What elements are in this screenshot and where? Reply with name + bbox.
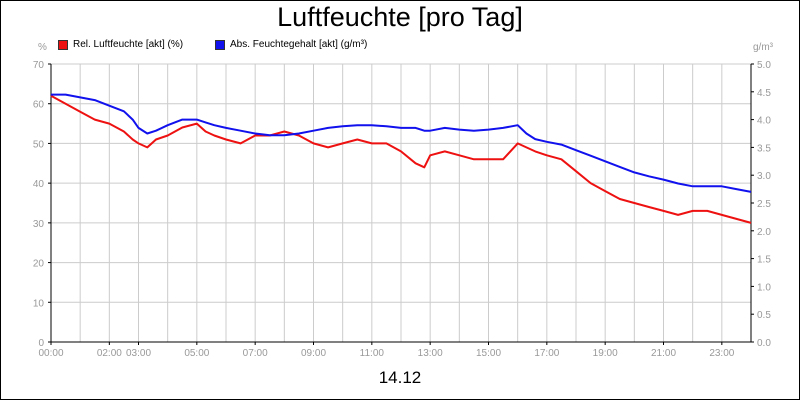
x-tick-label: 03:00 <box>126 348 151 359</box>
legend-label-abs-humidity: Abs. Feuchtegehalt [akt] (g/m³) <box>230 39 368 50</box>
x-tick-label: 05:00 <box>184 348 209 359</box>
x-tick-label: 07:00 <box>243 348 268 359</box>
y-left-tick-label: 70 <box>33 60 45 71</box>
legend-swatch-blue <box>215 39 225 50</box>
right-axis-unit: g/m³ <box>753 42 773 53</box>
y-right-tick-label: 0.5 <box>757 310 771 321</box>
y-left-tick-label: 10 <box>33 298 45 309</box>
y-right-tick-label: 5.0 <box>757 60 771 71</box>
x-tick-label: 17:00 <box>534 348 559 359</box>
x-tick-label: 23:00 <box>709 348 734 359</box>
y-left-tick-label: 30 <box>33 219 45 230</box>
series-line-abs-humidity <box>51 93 752 193</box>
x-tick-label: 00:00 <box>38 348 63 359</box>
y-right-tick-label: 1.0 <box>757 282 771 293</box>
y-right-tick-label: 2.5 <box>757 199 771 210</box>
chart-title: Luftfeuchte [pro Tag] <box>277 2 523 32</box>
y-right-tick-label: 4.0 <box>757 116 771 127</box>
series-line-rel-humidity <box>50 94 752 224</box>
x-tick-label: 21:00 <box>651 348 676 359</box>
y-left-tick-label: 40 <box>33 179 45 190</box>
x-tick-label: 02:00 <box>97 348 122 359</box>
y-left-tick-label: 0 <box>38 338 44 349</box>
x-tick-label: 15:00 <box>476 348 501 359</box>
y-right-tick-label: 4.5 <box>757 88 771 99</box>
y-left-tick-label: 20 <box>33 259 45 270</box>
y-right-tick-label: 1.5 <box>757 255 771 266</box>
y-right-tick-label: 0.0 <box>757 338 771 349</box>
left-axis-unit: % <box>38 42 47 53</box>
y-right-tick-label: 2.0 <box>757 227 771 238</box>
y-left-tick-label: 50 <box>33 139 45 150</box>
y-right-tick-label: 3.5 <box>757 143 771 154</box>
x-tick-label: 11:00 <box>360 348 385 359</box>
legend-label-rel-humidity: Rel. Luftfeuchte [akt] (%) <box>73 39 184 50</box>
x-tick-label: 09:00 <box>301 348 326 359</box>
legend-item-abs-humidity: Abs. Feuchtegehalt [akt] (g/m³) <box>215 39 367 50</box>
legend-swatch-red <box>58 39 68 50</box>
y-right-tick-label: 3.0 <box>757 171 771 182</box>
x-tick-label: 13:00 <box>418 348 443 359</box>
date-label: 14.12 <box>378 368 422 387</box>
y-left-tick-label: 60 <box>33 100 45 111</box>
legend-item-rel-humidity: Rel. Luftfeuchte [akt] (%) <box>58 39 183 50</box>
x-tick-label: 19:00 <box>593 348 618 359</box>
